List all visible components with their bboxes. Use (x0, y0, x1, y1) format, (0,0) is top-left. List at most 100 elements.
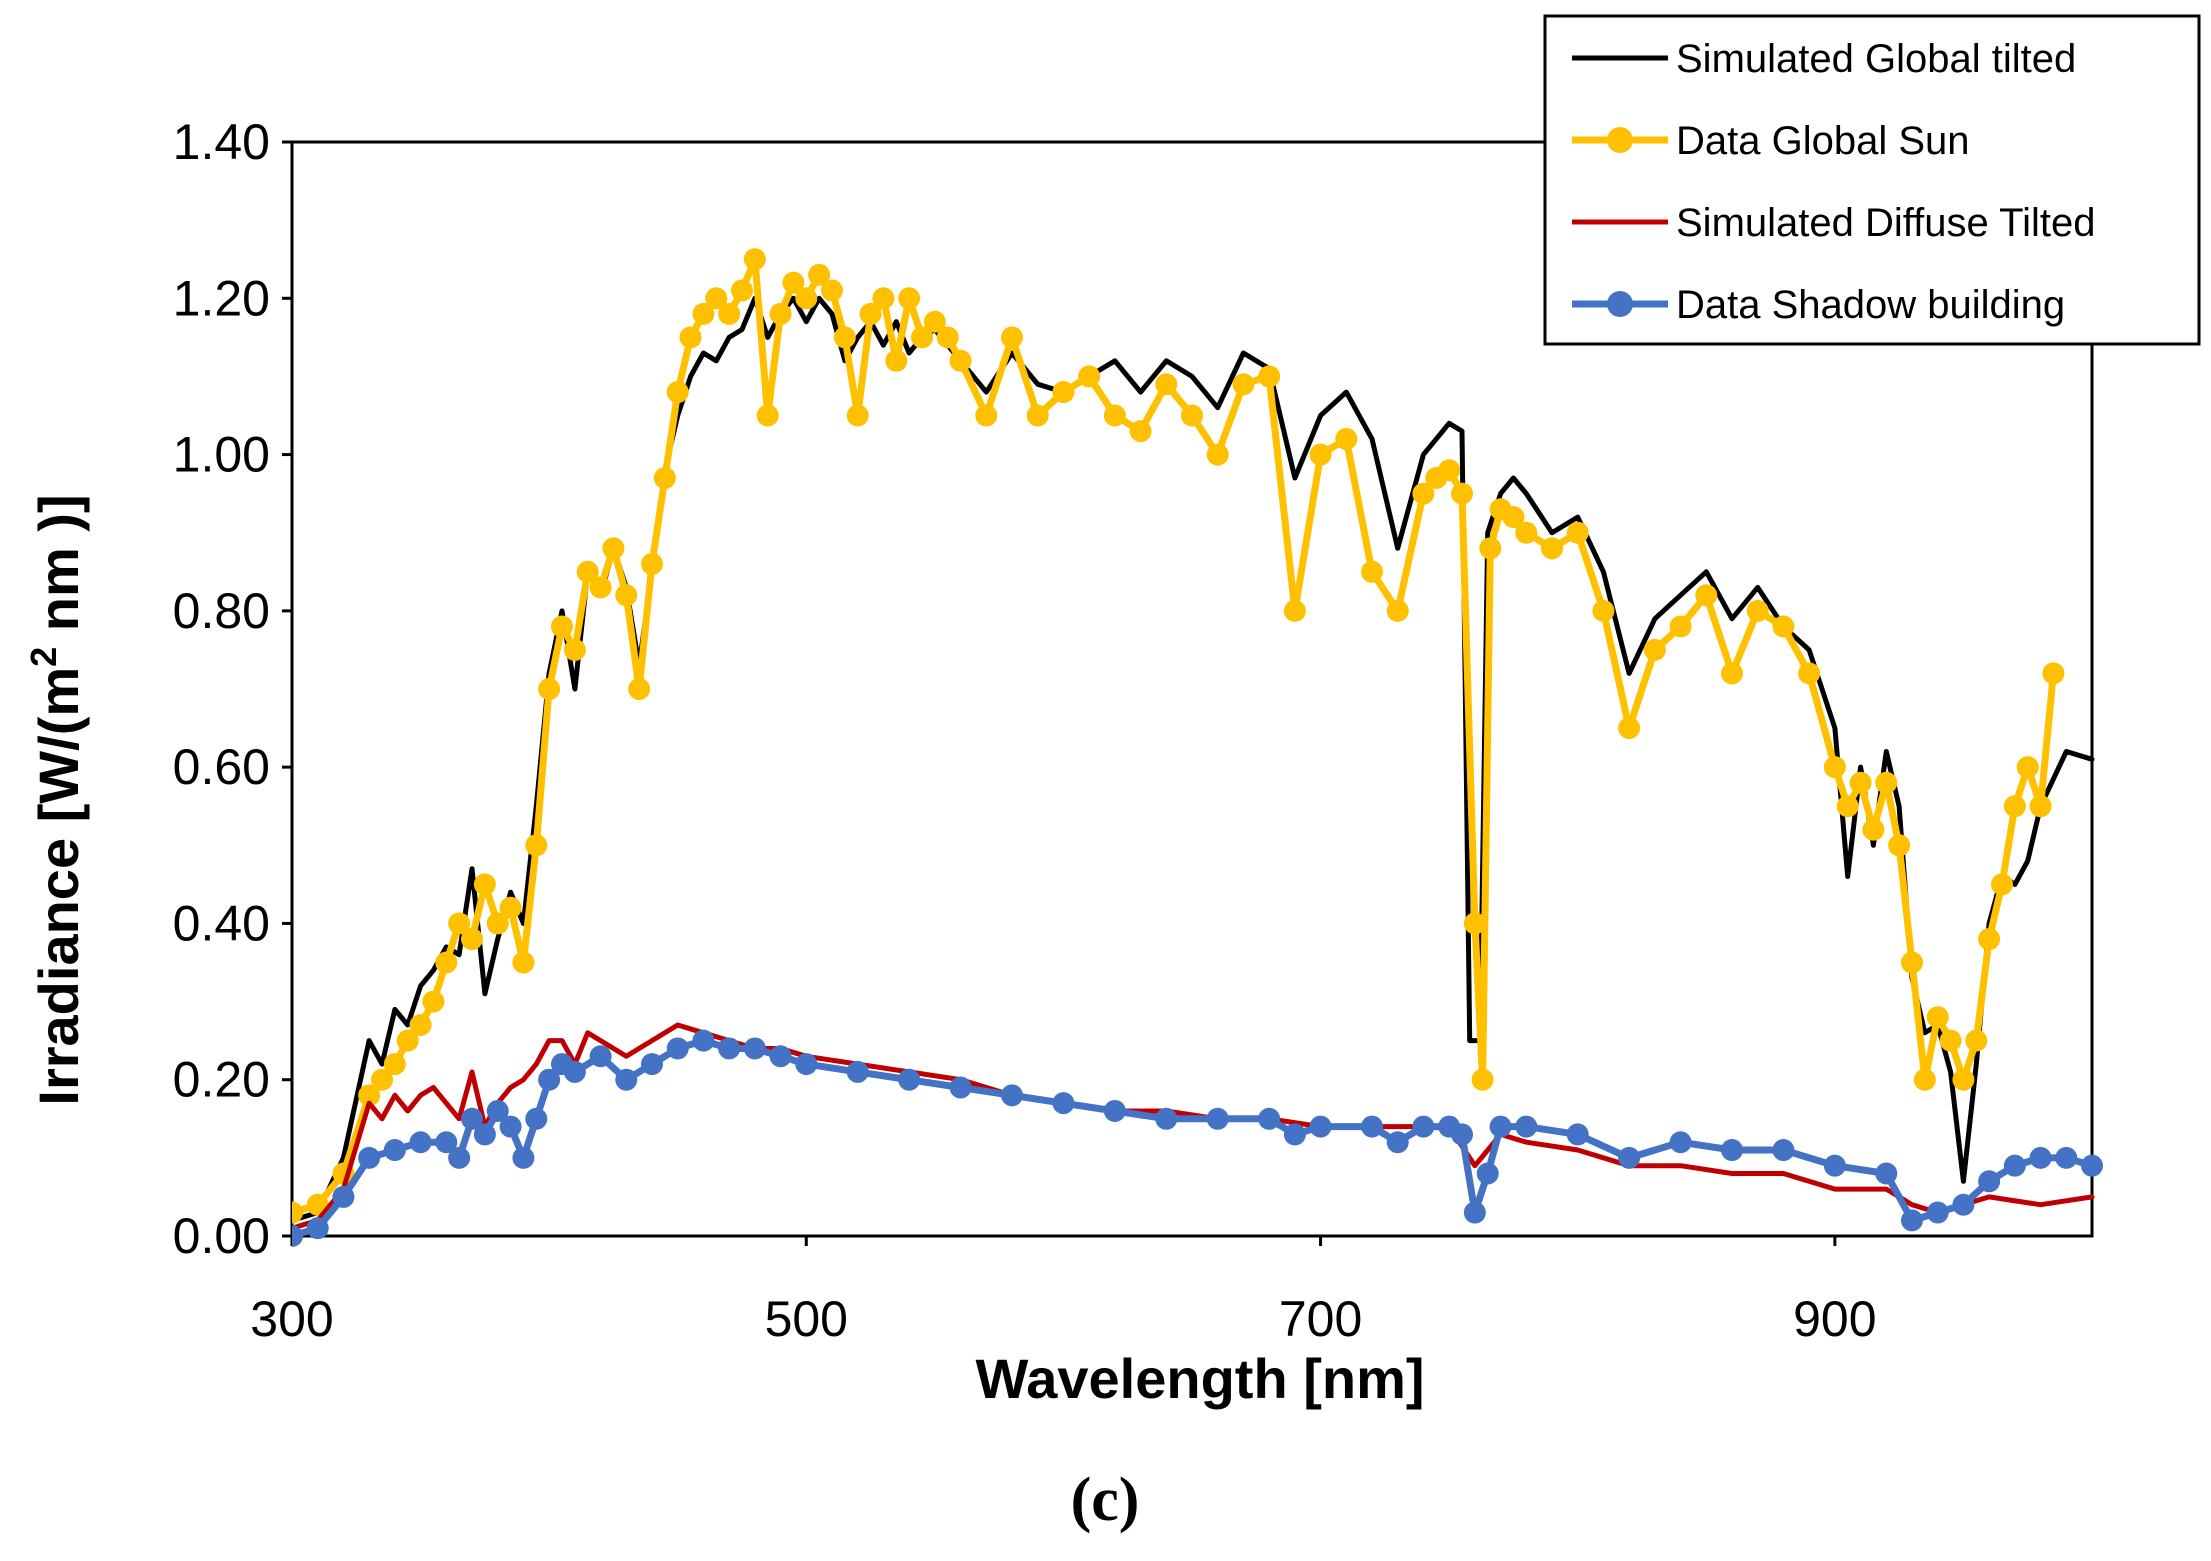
data-point (602, 537, 625, 560)
data-point (1836, 795, 1859, 818)
legend-item: Data Shadow building (1572, 283, 2065, 327)
data-point (1232, 373, 1255, 396)
data-point (1206, 1107, 1229, 1130)
data-point (898, 287, 921, 310)
data-point (589, 576, 612, 599)
data-point (2081, 1154, 2103, 1177)
data-point (1991, 873, 2013, 896)
data-point (499, 1115, 522, 1138)
data-point (949, 1076, 972, 1099)
y-tick-label: 1.20 (173, 270, 270, 326)
data-point (1386, 1131, 1409, 1154)
data-point (1746, 599, 1769, 622)
data-point (292, 1201, 303, 1224)
legend-item: Data Global Sun (1572, 119, 1970, 163)
x-tick-label: 700 (1279, 1291, 1362, 1347)
legend-label: Data Shadow building (1676, 283, 2065, 327)
data-point (371, 1068, 393, 1091)
data-point (473, 873, 496, 896)
data-point (1052, 381, 1075, 404)
data-point (525, 1107, 548, 1130)
data-point (936, 326, 959, 349)
data-point (1155, 1107, 1178, 1130)
data-point (422, 990, 445, 1013)
data-point (718, 302, 741, 325)
data-point (1309, 443, 1332, 466)
data-point (859, 302, 882, 325)
data-point (499, 896, 522, 919)
data-point (756, 404, 779, 427)
data-point (538, 1068, 561, 1091)
data-point (1451, 482, 1473, 505)
data-point (641, 552, 663, 575)
data-point (1206, 443, 1229, 466)
series-line (292, 255, 2057, 1217)
data-point (589, 1045, 612, 1068)
y-tick-label: 0.20 (173, 1052, 270, 1108)
data-point (563, 638, 586, 661)
data-point (821, 279, 843, 302)
figure-caption: (c) (1071, 1466, 1140, 1534)
data-point (666, 1037, 689, 1060)
data-point (1721, 662, 1743, 685)
data-point (563, 1060, 586, 1083)
x-tick-label: 500 (765, 1291, 848, 1347)
data-point (1489, 1115, 1512, 1138)
data-point (666, 381, 689, 404)
data-point (512, 1146, 535, 1169)
data-point (795, 1053, 818, 1076)
data-point (833, 326, 856, 349)
data-point (1862, 818, 1885, 841)
series-data-global-sun (292, 248, 2065, 1224)
data-point (435, 951, 458, 974)
plot-border (290, 140, 2094, 1238)
data-point (1515, 521, 1538, 544)
data-point (1926, 1201, 1949, 1224)
data-point (1643, 638, 1666, 661)
data-point (448, 1146, 471, 1169)
data-point (2003, 1154, 2026, 1177)
data-point (396, 1029, 419, 1052)
data-point (1463, 1201, 1486, 1224)
data-point (1052, 1092, 1075, 1115)
y-axis-title: Irradiance [W/(m2 nm )] (23, 494, 90, 1105)
data-point (1001, 326, 1023, 349)
legend-label: Simulated Global tilted (1676, 37, 2076, 81)
legend-label: Data Global Sun (1676, 119, 1970, 163)
data-point (1515, 1115, 1538, 1138)
data-point (872, 287, 895, 310)
data-point (1566, 1123, 1589, 1146)
data-point (949, 349, 972, 372)
data-point (1309, 1115, 1332, 1138)
data-point (512, 951, 535, 974)
data-point (898, 1068, 921, 1091)
data-point (1875, 1162, 1898, 1185)
data-point (1438, 459, 1461, 482)
data-point (409, 1014, 432, 1037)
data-point (461, 1107, 483, 1130)
data-point (1412, 1115, 1435, 1138)
plot-area: 0.00 0.20 0.40 0.60 0.80 1.00 1.20 1.40 300 500 70… (173, 114, 2103, 1347)
data-point (795, 287, 818, 310)
x-axis-title: Wavelength [nm] (975, 1347, 1424, 1410)
data-point (1592, 599, 1615, 622)
data-point (641, 1053, 663, 1076)
data-point (846, 1060, 869, 1083)
data-point (306, 1217, 329, 1240)
data-point (473, 1123, 496, 1146)
data-point (1913, 1068, 1936, 1091)
data-point (628, 678, 651, 700)
data-point (2029, 1146, 2052, 1169)
data-point (1618, 1146, 1641, 1169)
legend-box (1543, 14, 2201, 346)
data-point (1155, 373, 1178, 396)
data-point (1772, 1139, 1795, 1162)
data-point (1939, 1029, 1962, 1052)
data-point (653, 467, 676, 490)
data-point (1502, 506, 1525, 529)
data-point (1283, 1123, 1306, 1146)
data-point (885, 349, 908, 372)
data-point (1721, 1139, 1743, 1162)
data-point (1952, 1193, 1975, 1216)
data-point (1798, 662, 1821, 685)
